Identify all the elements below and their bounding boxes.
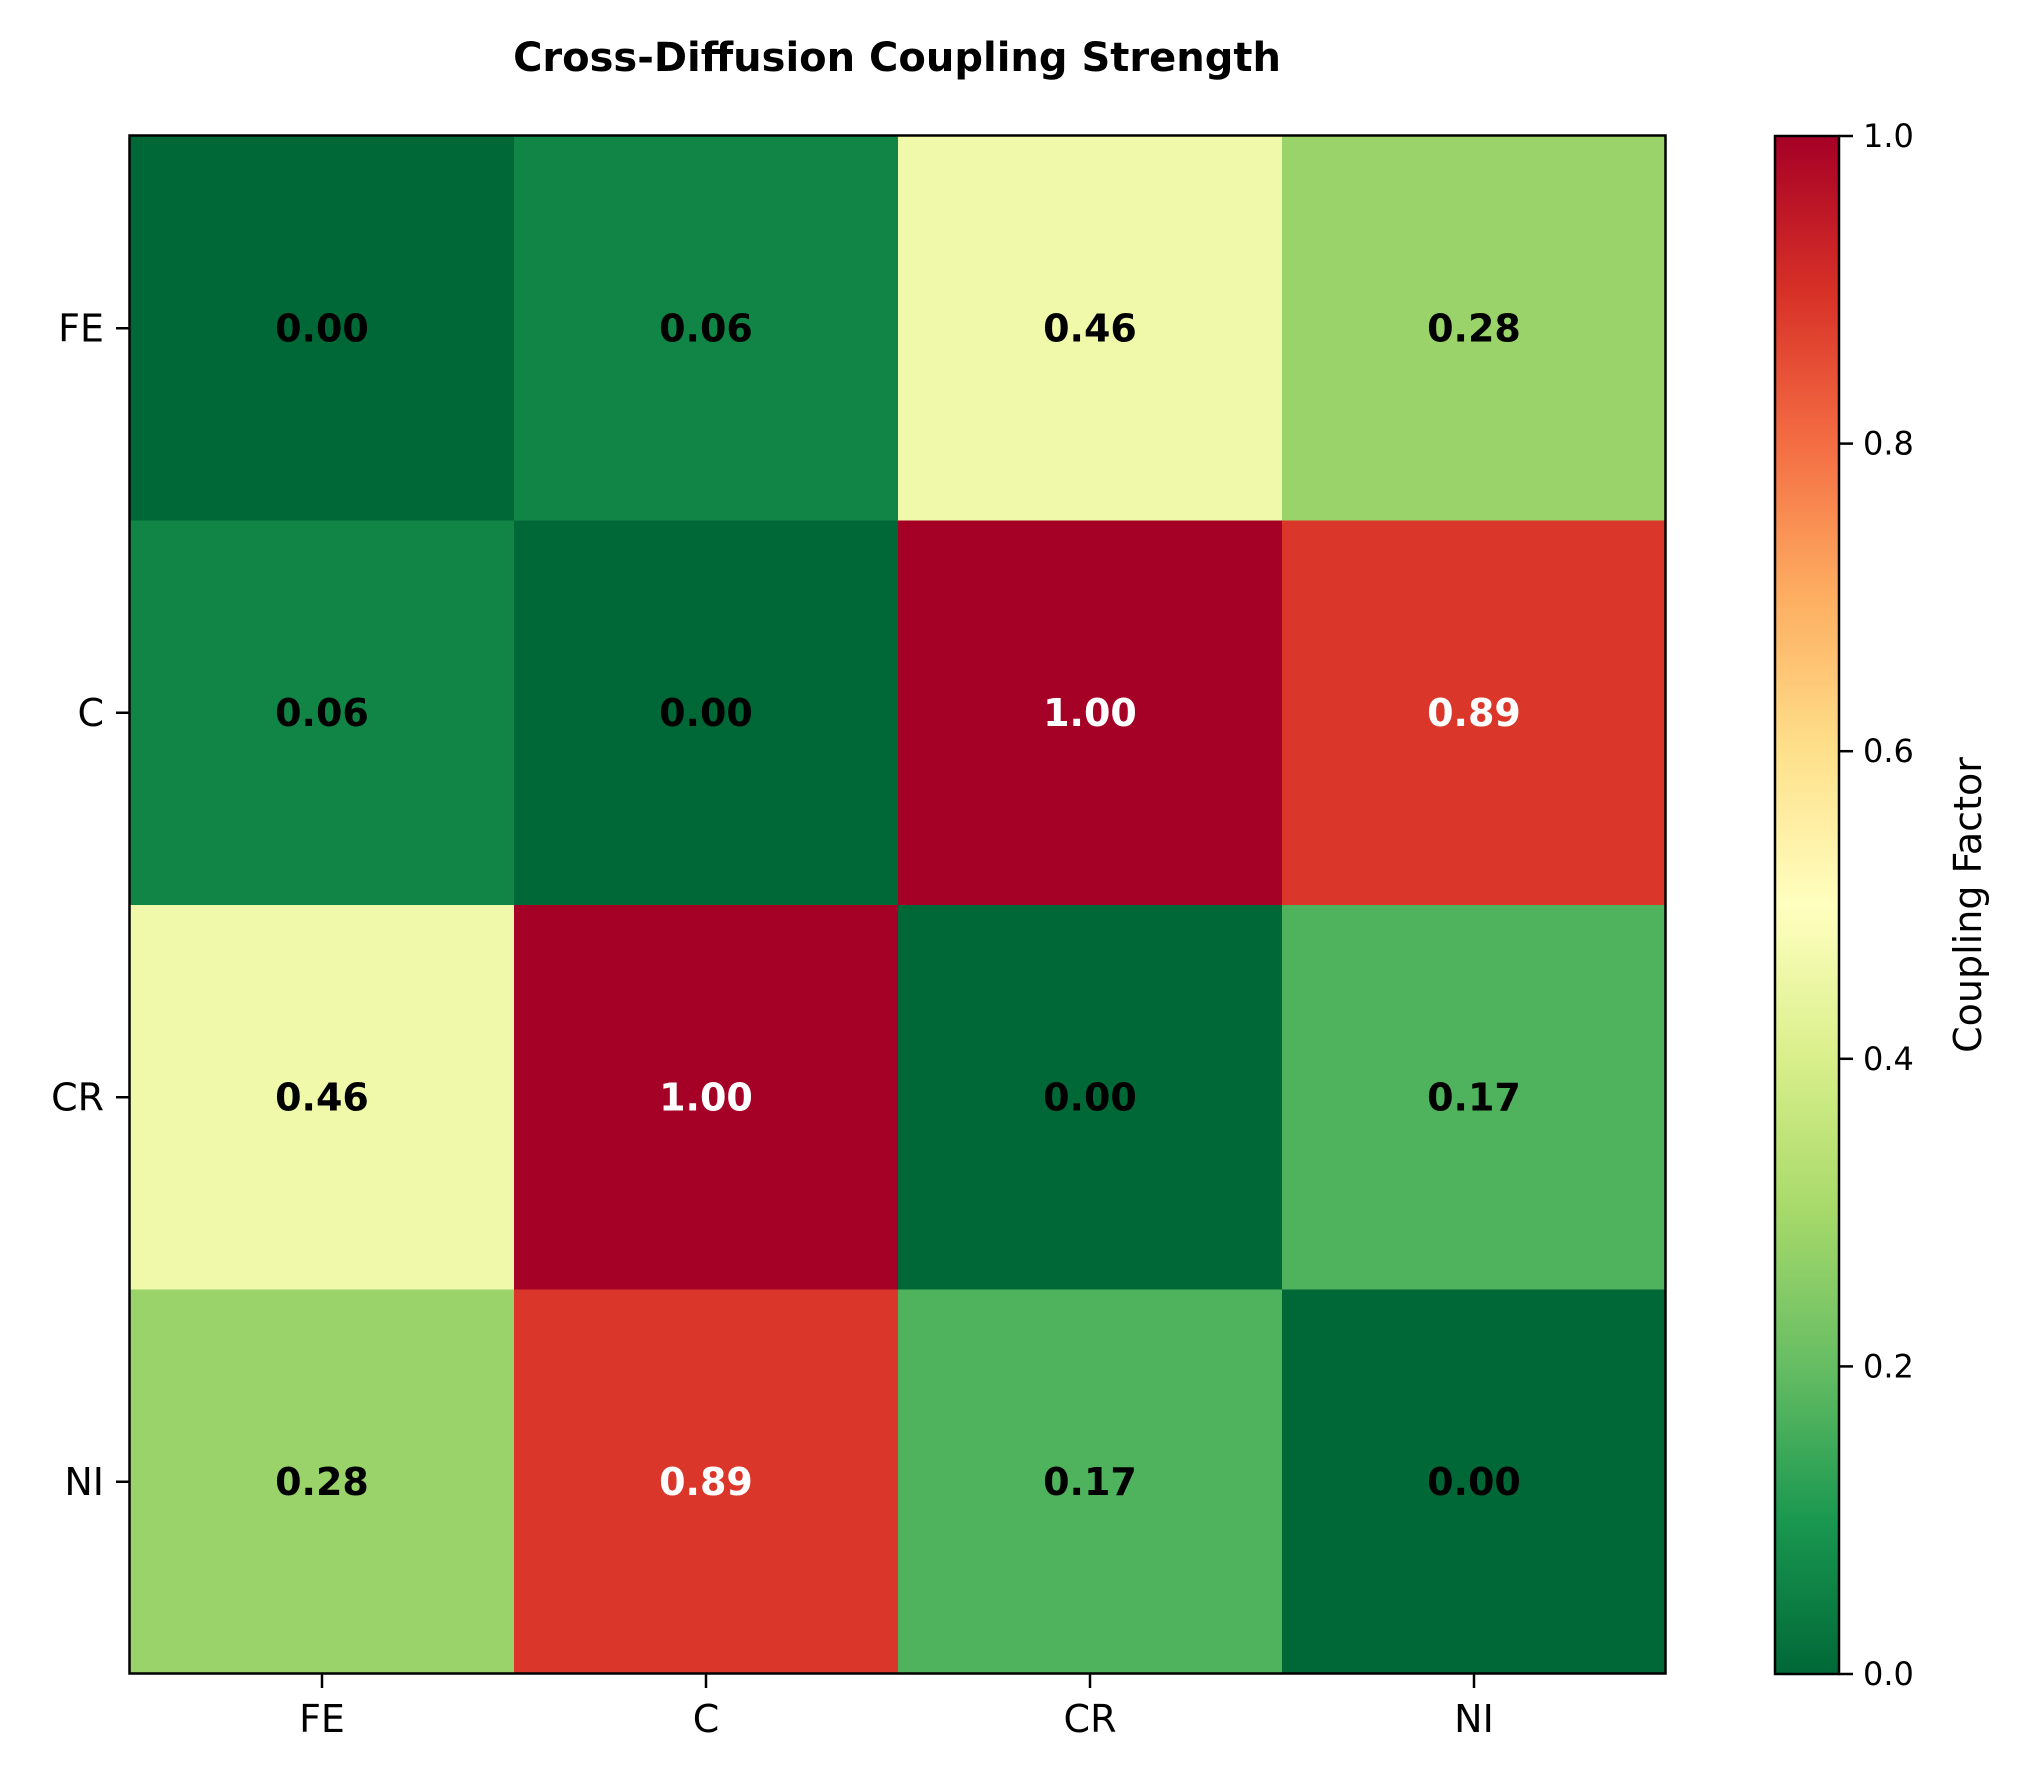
heatmap-cell-labels: 0.00 0.06 0.46 0.28 0.06 0.00 1.00 0.89 0.46 1.00… <box>275 306 1521 1504</box>
cell-value-label: 0.00 <box>275 306 369 350</box>
cell-value-label: 0.17 <box>1043 1460 1137 1504</box>
cell-value-label: 0.89 <box>659 1460 753 1504</box>
heatmap-cell-c-ni <box>1282 520 1667 906</box>
heatmap-cell-c-c <box>514 520 899 906</box>
y-tick-label: C <box>77 691 104 735</box>
cell-value-label: 0.28 <box>1427 306 1521 350</box>
y-axis: FE C CR NI <box>51 306 130 1504</box>
x-tick-label: NI <box>1454 1697 1494 1741</box>
cell-value-label: 0.46 <box>1043 306 1137 350</box>
cell-value-label: 0.00 <box>1043 1075 1137 1119</box>
heatmap-cell-cr-c <box>514 905 899 1290</box>
cell-value-label: 0.06 <box>275 691 369 735</box>
colorbar <box>1775 136 1839 1674</box>
y-tick-label: CR <box>51 1075 104 1119</box>
colorbar-tick-label: 1.0 <box>1863 117 1914 155</box>
colorbar-tick-label: 0.4 <box>1863 1040 1914 1078</box>
heatmap-cell-ni-fe <box>130 1289 515 1675</box>
heatmap-cell-ni-c <box>514 1289 899 1675</box>
y-tick-label: NI <box>64 1460 104 1504</box>
x-tick-label: C <box>693 1697 720 1741</box>
colorbar-tick-label: 0.8 <box>1863 425 1914 463</box>
heatmap-cell-c-fe <box>130 520 515 906</box>
colorbar-frame <box>1773 134 1841 1676</box>
cell-value-label: 0.06 <box>659 306 753 350</box>
cell-value-label: 0.46 <box>275 1075 369 1119</box>
colorbar-ticks: 0.0 0.2 0.4 0.6 0.8 1.0 <box>1839 117 1914 1693</box>
heatmap-cell-ni-cr <box>898 1289 1283 1675</box>
cell-value-label: 0.89 <box>1427 691 1521 735</box>
heatmap-cells <box>130 136 1667 1675</box>
cell-value-label: 0.17 <box>1427 1075 1521 1119</box>
heatmap-cell-c-cr <box>898 520 1283 906</box>
heatmap-cell-cr-ni <box>1282 905 1667 1290</box>
x-tick-label: CR <box>1064 1697 1117 1741</box>
cell-value-label: 0.00 <box>1427 1460 1521 1504</box>
colorbar-tick-label: 0.0 <box>1863 1655 1914 1693</box>
colorbar-tick-label: 0.6 <box>1863 732 1914 770</box>
heatmap-cell-cr-cr <box>898 905 1283 1290</box>
y-tick-label: FE <box>58 306 104 350</box>
chart-title: Cross-Diffusion Coupling Strength <box>513 35 1281 81</box>
heatmap-cell-ni-ni <box>1282 1289 1667 1675</box>
x-tick-label: FE <box>299 1697 345 1741</box>
cell-value-label: 1.00 <box>1043 691 1137 735</box>
plot-frame <box>128 134 1667 1675</box>
colorbar-label: Coupling Factor <box>1946 757 1990 1053</box>
cell-value-label: 0.28 <box>275 1460 369 1504</box>
heatmap-cell-fe-c <box>514 136 899 521</box>
cell-value-label: 1.00 <box>659 1075 753 1119</box>
heatmap-cell-fe-cr <box>898 136 1283 521</box>
colorbar-tick-label: 0.2 <box>1863 1347 1914 1385</box>
heatmap-cell-cr-fe <box>130 905 515 1290</box>
heatmap-cell-fe-fe <box>130 136 515 521</box>
heatmap-cell-fe-ni <box>1282 136 1667 521</box>
cell-value-label: 0.00 <box>659 691 753 735</box>
x-axis: FE C CR NI <box>299 1674 1494 1741</box>
